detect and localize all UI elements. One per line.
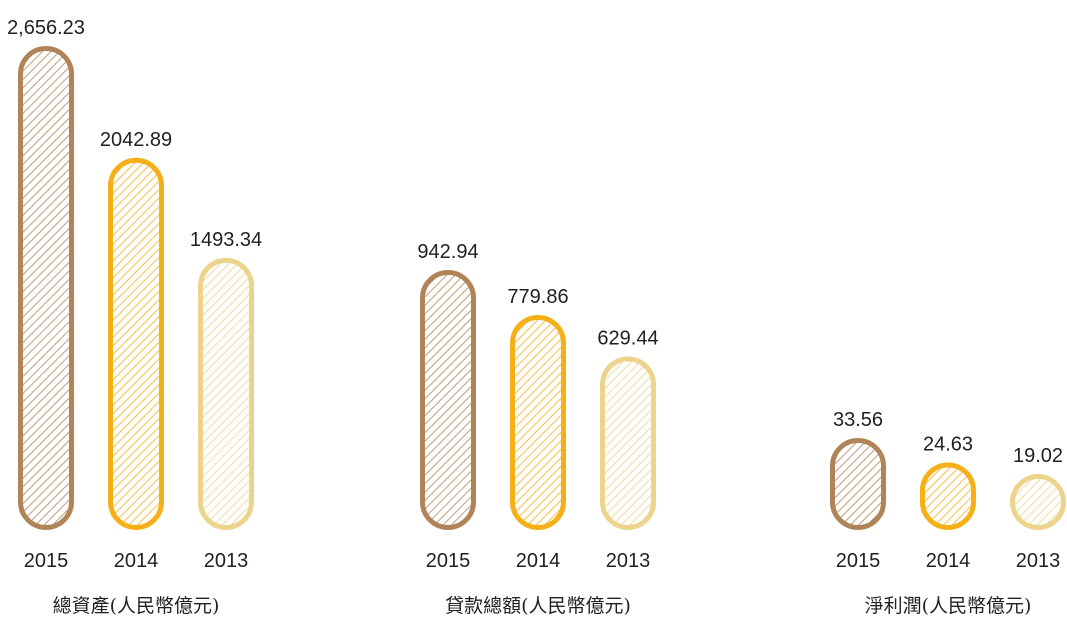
value-label: 779.86 [507, 286, 568, 308]
value-label: 629.44 [597, 327, 658, 349]
bar-2014 [510, 314, 566, 530]
bar-2015 [18, 46, 74, 530]
year-tick-label: 2014 [114, 550, 159, 572]
bar-2014 [108, 157, 164, 530]
bar-2014 [920, 462, 976, 531]
value-label: 24.63 [923, 433, 973, 455]
bar-2013 [198, 257, 254, 530]
year-tick-label: 2014 [516, 550, 561, 572]
bar-group-1: 2,656.23 2015 2042.89 2014 1493.34 2013 總資產(人民… [7, 17, 262, 617]
year-tick-label: 2014 [926, 550, 971, 572]
bar-group-2: 942.94 2015 779.86 2014 629.44 2013 貸款總額(人民幣億元… [417, 241, 658, 617]
year-tick-label: 2015 [24, 550, 69, 572]
value-label: 2042.89 [100, 129, 172, 151]
group-title: 淨利潤(人民幣億元) [865, 595, 1032, 617]
group-title: 總資產(人民幣億元) [53, 595, 220, 617]
bar-2015 [420, 270, 476, 530]
value-label: 1493.34 [190, 229, 262, 251]
value-label: 19.02 [1013, 445, 1063, 467]
value-label: 2,656.23 [7, 17, 85, 39]
bar-group-3: 33.56 2015 24.63 2014 19.02 2013 淨利潤(人民幣億元) [830, 409, 1066, 617]
year-tick-label: 2013 [606, 550, 651, 572]
year-tick-label: 2013 [1016, 550, 1061, 572]
bar-2013 [1010, 474, 1066, 530]
value-label: 33.56 [833, 409, 883, 431]
year-tick-label: 2013 [204, 550, 249, 572]
group-title: 貸款總額(人民幣億元) [445, 595, 631, 617]
bar-2015 [830, 438, 886, 530]
year-tick-label: 2015 [836, 550, 881, 572]
bar-2013 [600, 356, 656, 531]
value-label: 942.94 [417, 241, 478, 263]
year-tick-label: 2015 [426, 550, 471, 572]
